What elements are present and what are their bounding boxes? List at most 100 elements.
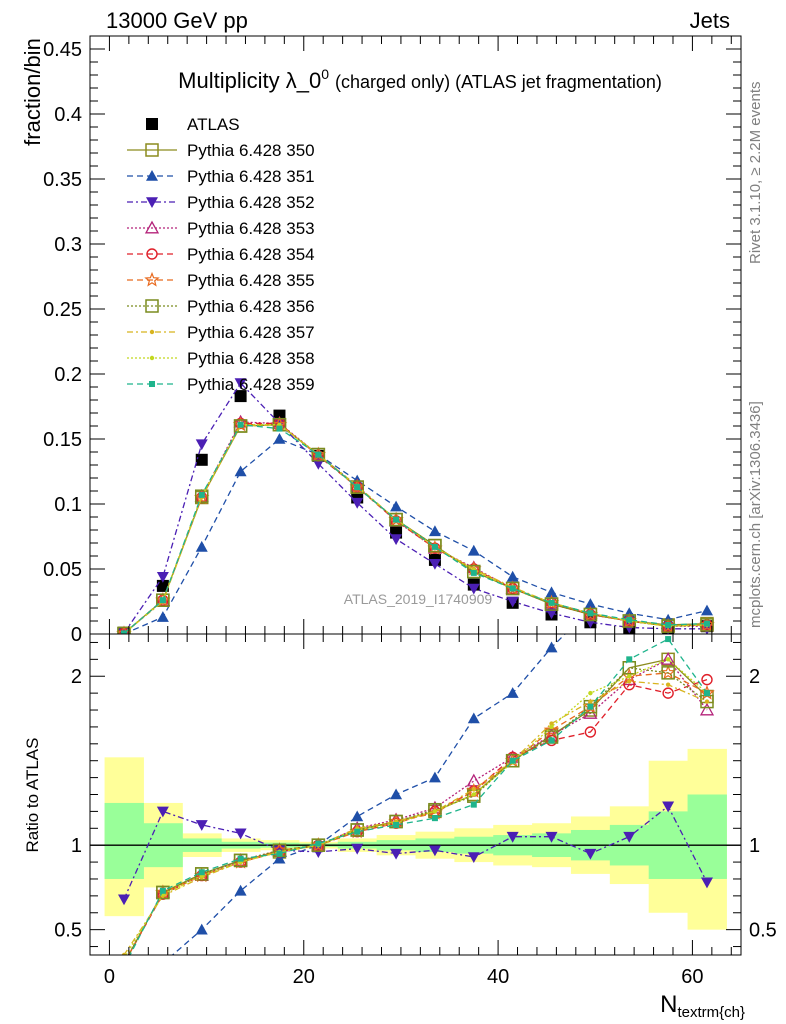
chart-title: Multiplicity λ_00 (charged only) (ATLAS j… bbox=[178, 66, 662, 93]
main-ytick-label: 0.45 bbox=[43, 39, 82, 61]
ratio-series-9-point bbox=[159, 887, 166, 894]
series-2-point bbox=[506, 570, 519, 582]
series-6-point bbox=[194, 489, 210, 505]
legend-marker bbox=[144, 271, 160, 287]
ratio-series-3-point bbox=[118, 957, 130, 968]
ratio-series-1-point bbox=[118, 991, 130, 1002]
legend-marker bbox=[146, 118, 158, 130]
legend-marker bbox=[149, 355, 155, 361]
ratio-series-8-point bbox=[432, 809, 438, 814]
series-10-point bbox=[121, 630, 128, 634]
ratio-series-2-point bbox=[428, 845, 441, 857]
legend-label: Pythia 6.428 357 bbox=[187, 323, 315, 342]
series-2-line bbox=[123, 438, 708, 634]
series-0-point bbox=[234, 390, 247, 403]
series-2-point bbox=[234, 465, 247, 477]
ratio-series-2-point bbox=[351, 843, 364, 855]
legend-label: Pythia 6.428 358 bbox=[187, 349, 315, 368]
series-2-point bbox=[156, 611, 169, 622]
header-right: Jets bbox=[690, 8, 730, 33]
rivet-label: Rivet 3.1.10, ≥ 2.2M events bbox=[747, 82, 764, 265]
main-ylabel: fraction/bin bbox=[20, 38, 45, 146]
main-panel: 0 0.05 0.1 0.15 0.2 0.25 0.3 0.35 0.4 0.45 bbox=[43, 35, 742, 646]
legend-entry: Pythia 6.428 359 bbox=[127, 375, 315, 394]
series-2-point bbox=[545, 586, 558, 598]
series-7-point bbox=[661, 619, 675, 633]
legend-label: Pythia 6.428 351 bbox=[187, 167, 315, 186]
legend-label: Pythia 6.428 359 bbox=[187, 375, 315, 394]
series-3-point bbox=[467, 583, 480, 595]
series-3-point bbox=[428, 559, 441, 570]
ratio-ytick-label-right: 0.5 bbox=[749, 920, 777, 942]
series-7-point bbox=[389, 512, 403, 527]
series-10-point bbox=[626, 616, 633, 623]
legend-entry: Pythia 6.428 350 bbox=[127, 141, 315, 160]
ratio-xtick-label: 20 bbox=[293, 966, 315, 988]
ratio-series-2-line bbox=[123, 805, 708, 900]
legend-entry: Pythia 6.428 356 bbox=[127, 297, 315, 316]
ratio-ylabel: Ratio to ATLAS bbox=[23, 738, 42, 853]
ratio-series-9-point bbox=[626, 656, 633, 663]
series-10-point bbox=[393, 516, 400, 523]
ratio-series-1-point bbox=[506, 687, 519, 698]
ratio-series-5-point bbox=[118, 957, 130, 969]
legend-label: Pythia 6.428 355 bbox=[187, 271, 315, 290]
series-10-point bbox=[665, 621, 672, 628]
ratio-series-8-point bbox=[627, 674, 632, 679]
series-10-point bbox=[354, 484, 361, 491]
series-7-point bbox=[156, 593, 170, 607]
ratio-series-7-point bbox=[121, 952, 127, 955]
series-7-point bbox=[350, 480, 364, 494]
legend-entry: Pythia 6.428 351 bbox=[127, 167, 315, 186]
ratio-series-9-point bbox=[315, 840, 322, 847]
series-10-point bbox=[431, 543, 438, 550]
legend-entry: Pythia 6.428 352 bbox=[127, 193, 315, 212]
ratio-series-9-point bbox=[587, 703, 594, 710]
series-10-point bbox=[198, 491, 205, 498]
legend-entry: Pythia 6.428 353 bbox=[127, 219, 315, 238]
series-10-point bbox=[159, 597, 166, 604]
ratio-series-6-point bbox=[156, 885, 170, 900]
series-7-point bbox=[428, 538, 442, 553]
ratio-series-7-point bbox=[549, 721, 554, 726]
main-ytick-label: 0 bbox=[71, 624, 82, 646]
series-3-point bbox=[506, 596, 519, 608]
header-left: 13000 GeV pp bbox=[106, 8, 248, 33]
green-band bbox=[104, 802, 144, 879]
ratio-series-1-point bbox=[273, 852, 286, 864]
ratio-series-1-point bbox=[467, 712, 480, 724]
ratio-series-6-point bbox=[505, 753, 520, 768]
legend-label: ATLAS bbox=[187, 115, 240, 134]
ratio-series-7-point bbox=[471, 787, 476, 792]
series-7-point bbox=[117, 626, 131, 634]
legend-marker bbox=[145, 143, 159, 157]
ratio-series-7-line bbox=[123, 680, 708, 955]
series-3-point bbox=[156, 572, 169, 583]
series-6-point bbox=[699, 616, 715, 632]
series-10-point bbox=[315, 451, 322, 458]
ratio-series-9-line bbox=[129, 638, 708, 955]
ratio-ytick-label-right: 1 bbox=[749, 835, 760, 857]
series-7-point bbox=[194, 489, 209, 503]
series-7-point bbox=[467, 564, 481, 579]
ratio-series-2-point bbox=[662, 801, 675, 813]
legend-marker bbox=[149, 381, 155, 387]
series-10-point bbox=[548, 599, 555, 606]
series-10-point bbox=[587, 610, 594, 617]
ratio-series-7-point bbox=[588, 699, 593, 704]
ratio-xtick-label: 60 bbox=[681, 966, 703, 988]
series-7-point bbox=[311, 447, 326, 462]
ratio-xtick-label: 0 bbox=[104, 966, 115, 988]
ratio-ytick-label: 1 bbox=[71, 835, 82, 857]
legend-label: Pythia 6.428 350 bbox=[187, 141, 315, 160]
ratio-series-1-line bbox=[171, 634, 566, 955]
legend-marker bbox=[146, 248, 158, 260]
series-3-point bbox=[312, 458, 325, 470]
series-7-point bbox=[505, 581, 520, 596]
ratio-series-1-point bbox=[157, 957, 169, 968]
series-2-point bbox=[195, 540, 208, 552]
main-ytick-label: 0.3 bbox=[54, 234, 82, 256]
series-3-point bbox=[351, 497, 364, 509]
ratio-xlabel: Ntextrm{ch} bbox=[660, 991, 745, 1021]
